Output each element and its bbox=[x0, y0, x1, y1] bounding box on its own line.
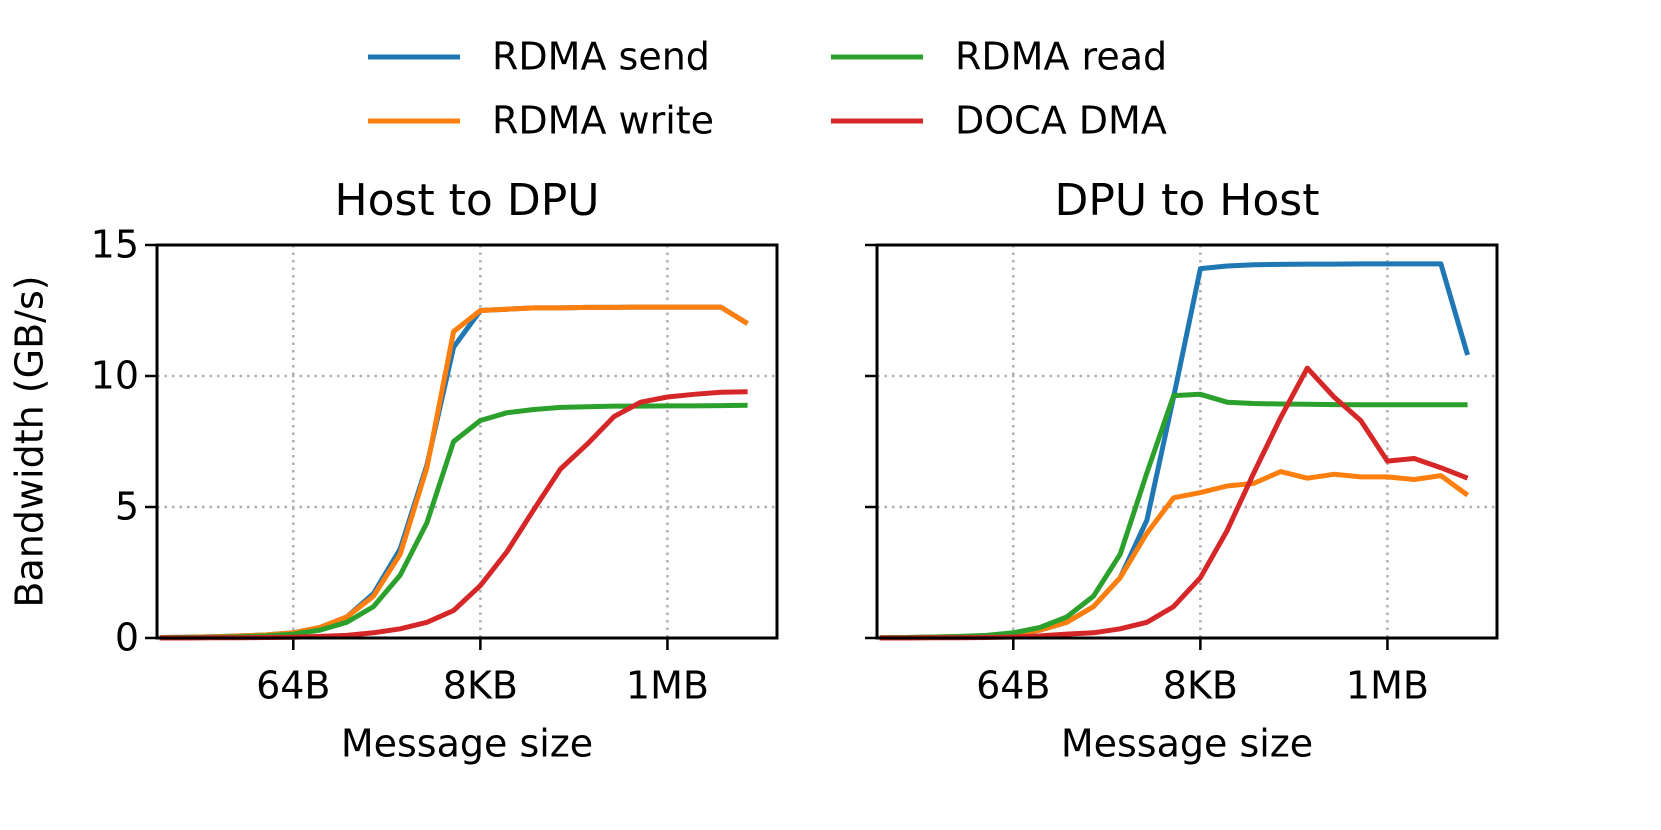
axes-frame bbox=[155, 243, 779, 640]
y-tick-label: 10 bbox=[91, 354, 139, 398]
legend-label: RDMA read bbox=[955, 35, 1167, 79]
series-line bbox=[879, 469, 1470, 641]
x-tick-label: 1MB bbox=[626, 664, 709, 708]
x-tick-label: 1MB bbox=[1346, 664, 1429, 708]
x-axis-label: Message size bbox=[341, 722, 593, 766]
subplot-title: DPU to Host bbox=[1055, 175, 1320, 226]
y-axis-label: Bandwidth (GB/s) bbox=[8, 275, 52, 607]
series-line bbox=[159, 389, 748, 641]
y-tick-label: 5 bbox=[115, 485, 139, 529]
series-line bbox=[879, 365, 1469, 641]
axes-frame bbox=[875, 243, 1499, 640]
x-tick-label: 64B bbox=[976, 664, 1050, 708]
y-tick-label: 15 bbox=[91, 223, 139, 267]
x-tick-label: 8KB bbox=[443, 664, 518, 708]
y-tick-label: 0 bbox=[115, 616, 139, 660]
series-line bbox=[159, 402, 748, 641]
legend-label: RDMA write bbox=[492, 99, 714, 143]
x-tick-label: 64B bbox=[256, 664, 330, 708]
legend-label: RDMA send bbox=[492, 35, 710, 79]
legend-label: DOCA DMA bbox=[955, 99, 1167, 143]
x-tick-label: 8KB bbox=[1163, 664, 1238, 708]
subplot-title: Host to DPU bbox=[335, 175, 600, 226]
x-axis-label: Message size bbox=[1061, 722, 1313, 766]
series-line bbox=[159, 304, 749, 640]
series-line bbox=[879, 391, 1468, 641]
